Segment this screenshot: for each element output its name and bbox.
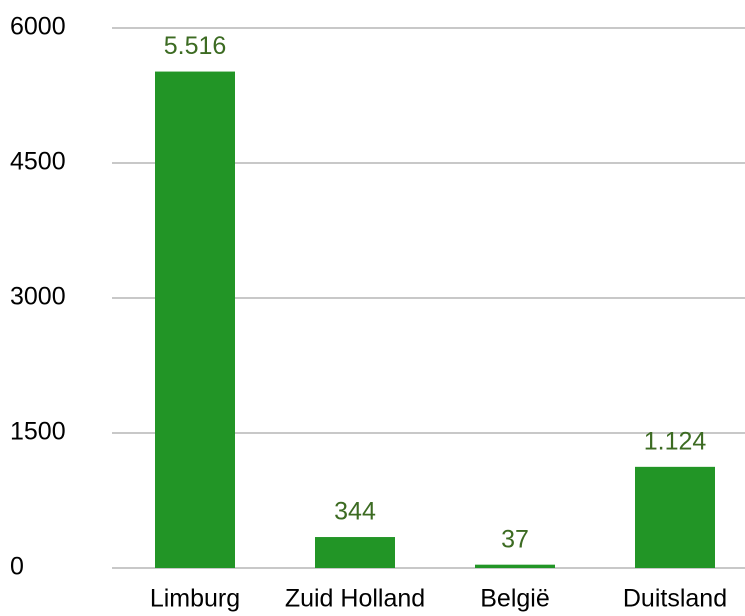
bar (315, 537, 395, 568)
y-tick-label: 3000 (10, 283, 66, 311)
y-tick-label: 4500 (10, 148, 66, 176)
x-tick-label: Zuid Holland (285, 585, 425, 613)
y-tick-label: 0 (10, 553, 24, 581)
x-tick-label: Limburg (150, 585, 240, 613)
y-tick-label: 6000 (10, 13, 66, 41)
bar (635, 466, 715, 568)
value-label: 37 (501, 525, 529, 553)
x-tick-label: Duitsland (623, 585, 727, 613)
bar (475, 564, 555, 568)
y-tick-label: 1500 (10, 418, 66, 446)
bar (155, 71, 235, 568)
value-label: 344 (334, 498, 376, 526)
value-label: 1.124 (644, 427, 707, 455)
value-label: 5.516 (164, 32, 227, 60)
x-tick-label: België (480, 585, 550, 613)
